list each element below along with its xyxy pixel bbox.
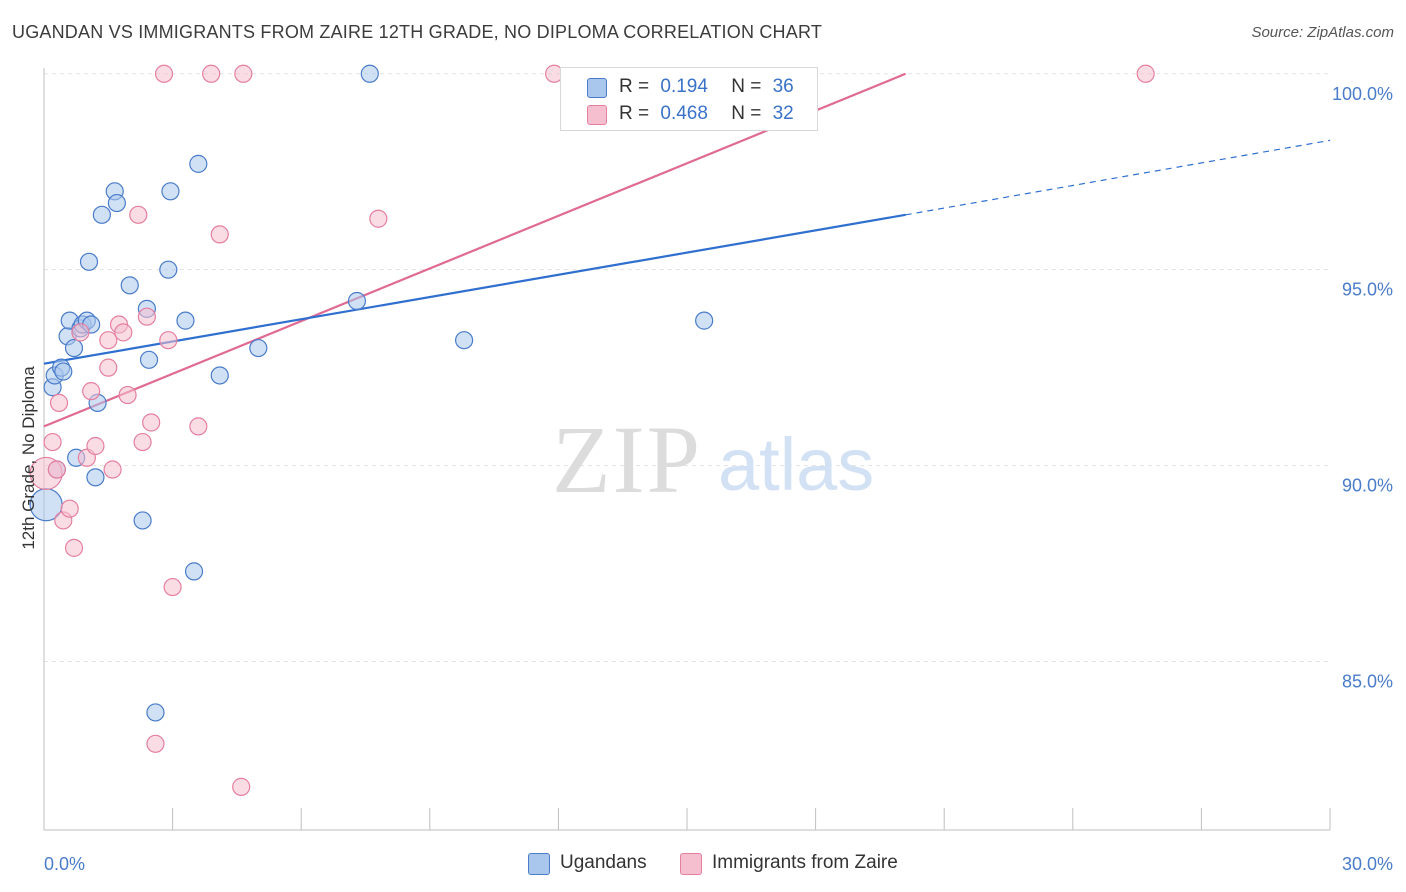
- legend-label-ugandans: Ugandans: [560, 852, 647, 873]
- point-zaire: [232, 777, 251, 796]
- point-zaire: [47, 460, 66, 479]
- point-ugandans: [176, 311, 195, 330]
- point-ugandans: [64, 338, 84, 358]
- point-zaire: [60, 499, 79, 518]
- point-zaire: [118, 385, 137, 405]
- point-zaire: [146, 734, 165, 753]
- point-ugandans: [133, 511, 152, 530]
- point-ugandans: [347, 291, 367, 311]
- legend-swatch-ugandans: [528, 853, 550, 875]
- point-zaire: [234, 64, 253, 83]
- trend-lines: [43, 72, 1331, 428]
- watermark: ZIP atlas: [552, 406, 874, 513]
- legend-label-zaire: Immigrants from Zaire: [712, 852, 898, 873]
- point-zaire: [210, 225, 229, 244]
- point-zaire: [154, 64, 174, 83]
- legend-swatch-blue: [587, 78, 607, 98]
- point-ugandans: [54, 362, 73, 381]
- legend-swatch-zaire: [680, 853, 702, 875]
- y-tick-label: 95.0%: [1342, 280, 1393, 300]
- trend-line-ugandans: [43, 213, 906, 365]
- point-zaire: [99, 358, 118, 377]
- y-tick-label: 90.0%: [1342, 476, 1393, 496]
- y-tick-label: 85.0%: [1342, 672, 1393, 692]
- point-ugandans: [454, 331, 474, 350]
- watermark-atlas: atlas: [718, 423, 874, 506]
- y-axis-label: 12th Grade, No Diploma: [19, 366, 38, 550]
- x-tick-label: 30.0%: [1342, 854, 1393, 874]
- point-zaire: [114, 323, 133, 342]
- point-zaire: [103, 460, 122, 479]
- legend-n-label: N =: [731, 76, 762, 97]
- grid-lines: [44, 73, 1330, 663]
- point-ugandans: [107, 193, 126, 213]
- point-ugandans: [161, 182, 180, 201]
- point-ugandans: [92, 205, 111, 224]
- trend-line-zaire: [43, 72, 907, 428]
- point-zaire: [99, 331, 118, 350]
- point-ugandans: [146, 703, 165, 722]
- chart-title: UGANDAN VS IMMIGRANTS FROM ZAIRE 12TH GR…: [12, 22, 823, 42]
- x-tick-label: 0.0%: [44, 854, 85, 874]
- point-zaire: [142, 413, 161, 432]
- point-zaire: [1136, 64, 1155, 83]
- point-ugandans: [79, 252, 99, 271]
- point-zaire: [49, 393, 69, 412]
- y-tick-label: 100.0%: [1332, 84, 1393, 104]
- point-zaire: [163, 577, 182, 597]
- point-zaire: [189, 417, 208, 436]
- point-zaire: [202, 64, 221, 83]
- point-zaire: [82, 382, 101, 401]
- point-zaire: [159, 331, 178, 350]
- point-zaire: [64, 538, 84, 557]
- stats-legend: R = 0.194 N = 36 R = 0.468 N = 32: [560, 67, 818, 131]
- point-ugandans: [249, 338, 268, 358]
- legend-r-label: R =: [619, 103, 650, 124]
- trend-extension-ugandans: [905, 139, 1331, 216]
- point-ugandans: [360, 64, 379, 83]
- point-zaire: [369, 209, 388, 228]
- point-ugandans: [189, 154, 208, 173]
- legend-n-label: N =: [731, 103, 762, 124]
- source-label: Source: ZipAtlas.com: [1251, 24, 1394, 41]
- legend-r-value: 0.194: [660, 76, 708, 97]
- axes: [43, 68, 1331, 831]
- point-zaire: [71, 323, 90, 342]
- legend-r-label: R =: [619, 76, 650, 97]
- legend-n-value: 32: [772, 103, 794, 124]
- point-zaire: [133, 432, 152, 452]
- tick-labels: 85.0% 90.0% 95.0% 100.0% 0.0% 30.0%: [44, 84, 1393, 874]
- point-zaire: [86, 436, 105, 456]
- watermark-zip: ZIP: [552, 406, 702, 513]
- point-zaire: [43, 432, 62, 452]
- point-ugandans: [86, 468, 105, 487]
- point-ugandans: [695, 311, 714, 330]
- point-zaire: [137, 307, 156, 326]
- data-points: [29, 64, 1155, 796]
- point-zaire: [129, 205, 148, 224]
- point-ugandans: [184, 562, 204, 581]
- point-ugandans: [120, 276, 139, 295]
- legend-swatch-pink: [587, 105, 607, 125]
- point-ugandans: [139, 350, 159, 369]
- legend-r-value: 0.468: [660, 103, 708, 124]
- point-ugandans: [210, 366, 229, 385]
- point-ugandans: [159, 260, 178, 279]
- legend-n-value: 36: [772, 76, 794, 97]
